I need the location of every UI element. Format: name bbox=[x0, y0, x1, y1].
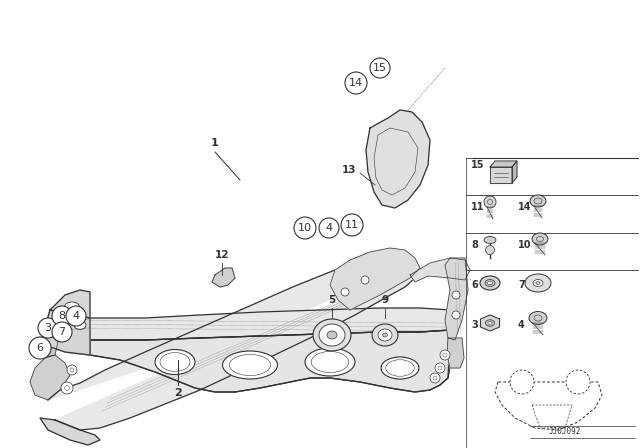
Ellipse shape bbox=[378, 329, 392, 341]
Circle shape bbox=[294, 217, 316, 239]
Text: 4: 4 bbox=[325, 223, 333, 233]
Polygon shape bbox=[481, 315, 500, 331]
Text: 8: 8 bbox=[471, 240, 478, 250]
Polygon shape bbox=[512, 161, 517, 183]
Circle shape bbox=[29, 337, 51, 359]
Ellipse shape bbox=[484, 237, 496, 244]
Circle shape bbox=[452, 291, 460, 299]
Ellipse shape bbox=[327, 331, 337, 339]
Text: 7: 7 bbox=[518, 280, 525, 290]
Circle shape bbox=[66, 306, 86, 326]
Ellipse shape bbox=[319, 324, 345, 346]
Circle shape bbox=[52, 322, 72, 342]
Circle shape bbox=[345, 72, 367, 94]
Text: 14: 14 bbox=[518, 202, 531, 212]
Ellipse shape bbox=[530, 195, 546, 207]
Polygon shape bbox=[30, 355, 70, 400]
Ellipse shape bbox=[536, 281, 540, 284]
Text: JJ0J092: JJ0J092 bbox=[549, 427, 581, 436]
Ellipse shape bbox=[155, 349, 195, 375]
Polygon shape bbox=[447, 338, 464, 368]
Circle shape bbox=[61, 382, 73, 394]
Circle shape bbox=[361, 276, 369, 284]
Text: 3: 3 bbox=[45, 323, 51, 333]
Circle shape bbox=[370, 58, 390, 78]
Text: 15: 15 bbox=[373, 63, 387, 73]
Text: 15: 15 bbox=[471, 160, 484, 170]
Text: 11: 11 bbox=[471, 202, 484, 212]
Text: 12: 12 bbox=[215, 250, 229, 260]
Text: 4: 4 bbox=[518, 320, 525, 330]
Polygon shape bbox=[212, 268, 235, 287]
Ellipse shape bbox=[525, 274, 551, 292]
Text: 4: 4 bbox=[72, 311, 79, 321]
Circle shape bbox=[67, 365, 77, 375]
Ellipse shape bbox=[480, 276, 500, 290]
Text: 2: 2 bbox=[174, 388, 182, 398]
Circle shape bbox=[452, 311, 460, 319]
Text: 11: 11 bbox=[345, 220, 359, 230]
Ellipse shape bbox=[532, 233, 548, 245]
Ellipse shape bbox=[372, 324, 398, 346]
Circle shape bbox=[486, 246, 495, 254]
Polygon shape bbox=[40, 418, 100, 445]
Ellipse shape bbox=[305, 348, 355, 376]
Ellipse shape bbox=[65, 302, 79, 312]
Polygon shape bbox=[50, 290, 90, 318]
Text: 6: 6 bbox=[471, 280, 477, 290]
Ellipse shape bbox=[223, 351, 278, 379]
Polygon shape bbox=[330, 248, 420, 310]
Text: 10: 10 bbox=[298, 223, 312, 233]
Circle shape bbox=[484, 196, 496, 208]
Ellipse shape bbox=[488, 322, 492, 324]
Polygon shape bbox=[410, 258, 470, 282]
Circle shape bbox=[341, 288, 349, 296]
Ellipse shape bbox=[74, 320, 86, 329]
Ellipse shape bbox=[533, 280, 543, 287]
Text: 14: 14 bbox=[349, 78, 363, 88]
Polygon shape bbox=[490, 167, 512, 183]
Circle shape bbox=[319, 218, 339, 238]
Text: 3: 3 bbox=[471, 320, 477, 330]
Circle shape bbox=[38, 318, 58, 338]
Text: 5: 5 bbox=[328, 295, 335, 305]
Polygon shape bbox=[490, 161, 517, 167]
Text: 1: 1 bbox=[211, 138, 219, 148]
Circle shape bbox=[341, 214, 363, 236]
Ellipse shape bbox=[486, 320, 495, 326]
Circle shape bbox=[440, 350, 450, 360]
Text: 6: 6 bbox=[36, 343, 44, 353]
Ellipse shape bbox=[381, 357, 419, 379]
Polygon shape bbox=[90, 330, 450, 392]
Polygon shape bbox=[45, 308, 455, 340]
Circle shape bbox=[510, 370, 534, 394]
Ellipse shape bbox=[488, 281, 493, 285]
Text: 8: 8 bbox=[58, 311, 65, 321]
Polygon shape bbox=[42, 310, 90, 355]
Circle shape bbox=[566, 370, 590, 394]
Ellipse shape bbox=[485, 280, 495, 287]
Polygon shape bbox=[48, 255, 415, 430]
Text: 10: 10 bbox=[518, 240, 531, 250]
Circle shape bbox=[435, 363, 445, 373]
Ellipse shape bbox=[383, 333, 387, 337]
Polygon shape bbox=[35, 335, 58, 358]
Ellipse shape bbox=[529, 311, 547, 324]
Circle shape bbox=[430, 373, 440, 383]
Polygon shape bbox=[42, 330, 452, 392]
Polygon shape bbox=[366, 110, 430, 208]
Polygon shape bbox=[445, 258, 468, 340]
Text: 9: 9 bbox=[381, 295, 388, 305]
Text: 13: 13 bbox=[342, 165, 356, 175]
Circle shape bbox=[52, 306, 72, 326]
Text: 7: 7 bbox=[58, 327, 65, 337]
Ellipse shape bbox=[313, 319, 351, 351]
